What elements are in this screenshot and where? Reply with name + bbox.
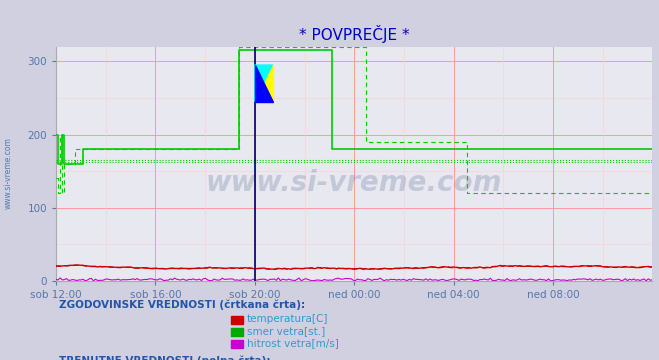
- Polygon shape: [255, 65, 273, 102]
- Text: smer vetra[st.]: smer vetra[st.]: [247, 326, 326, 336]
- Title: * POVPREČJE *: * POVPREČJE *: [299, 25, 409, 43]
- Polygon shape: [255, 65, 273, 102]
- Text: ZGODOVINSKE VREDNOSTI (črtkana črta):: ZGODOVINSKE VREDNOSTI (črtkana črta):: [59, 299, 305, 310]
- Text: hitrost vetra[m/s]: hitrost vetra[m/s]: [247, 338, 339, 348]
- Text: temperatura[C]: temperatura[C]: [247, 314, 329, 324]
- Text: www.si-vreme.com: www.si-vreme.com: [206, 168, 502, 197]
- Text: www.si-vreme.com: www.si-vreme.com: [3, 137, 13, 209]
- Polygon shape: [255, 65, 273, 102]
- Text: TRENUTNE VREDNOSTI (polna črta):: TRENUTNE VREDNOSTI (polna črta):: [59, 356, 271, 360]
